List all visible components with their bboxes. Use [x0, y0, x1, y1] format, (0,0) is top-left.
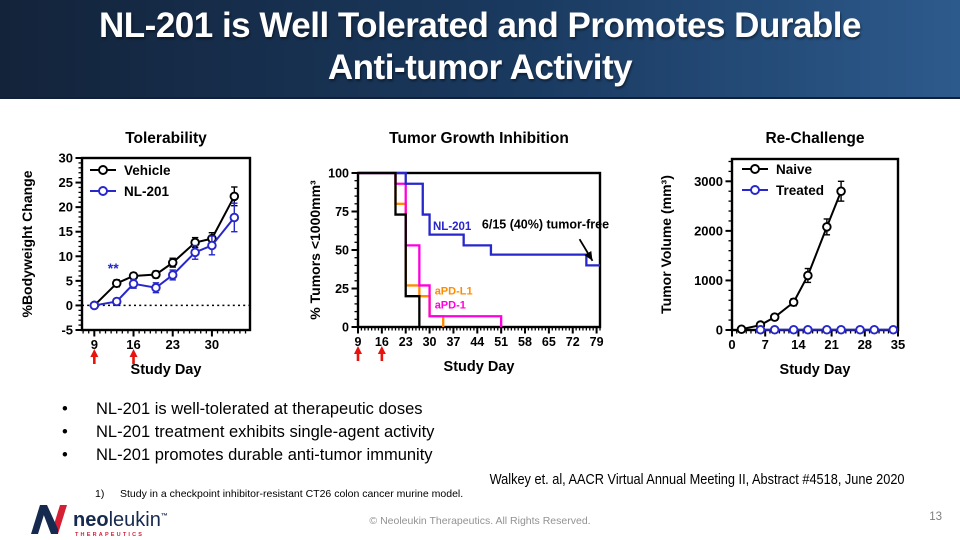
- svg-text:Re-Challenge: Re-Challenge: [765, 130, 864, 147]
- svg-text:%Bodyweight Change: %Bodyweight Change: [19, 170, 35, 317]
- svg-text:28: 28: [858, 337, 872, 352]
- svg-text:0: 0: [342, 321, 349, 335]
- svg-text:25: 25: [59, 175, 73, 190]
- bullet-marker: •: [62, 423, 68, 441]
- svg-text:7: 7: [762, 337, 769, 352]
- svg-text:9: 9: [91, 337, 98, 352]
- svg-text:72: 72: [566, 335, 580, 349]
- svg-text:0: 0: [66, 298, 73, 313]
- bullet-list: • NL-201 is well-tolerated at therapeuti…: [60, 398, 620, 467]
- svg-text:58: 58: [518, 335, 532, 349]
- svg-text:aPD-L1: aPD-L1: [435, 286, 473, 298]
- tumor-growth-inhibition-chart: Tumor Growth Inhibition 9 16 23 30 37 44 51 58 65…: [307, 130, 609, 375]
- logo-brand-bold: neoleukin™: [73, 509, 168, 531]
- svg-text:30: 30: [423, 335, 437, 349]
- bullet-item: • NL-201 is well-tolerated at therapeuti…: [60, 398, 620, 421]
- svg-text:21: 21: [824, 337, 838, 352]
- svg-text:30: 30: [59, 151, 73, 166]
- svg-text:Study Day: Study Day: [780, 362, 851, 378]
- svg-text:10: 10: [59, 249, 73, 264]
- svg-text:1000: 1000: [694, 273, 723, 288]
- svg-text:37: 37: [446, 335, 460, 349]
- svg-text:20: 20: [59, 200, 73, 215]
- bullet-marker: •: [62, 400, 68, 418]
- svg-text:Vehicle: Vehicle: [124, 163, 171, 178]
- tolerability-chart: Tolerability 9 16 23 30 -5 0 5 10 15 20 25 30 ** Vehic…: [19, 130, 252, 378]
- svg-text:Treated: Treated: [776, 183, 824, 198]
- bullet-text: NL-201 is well-tolerated at therapeutic …: [96, 400, 423, 418]
- svg-text:9: 9: [355, 335, 362, 349]
- title-bar: NL-201 is Well Tolerated and Promotes Du…: [0, 0, 960, 99]
- svg-text:Tumor Growth Inhibition: Tumor Growth Inhibition: [389, 130, 569, 147]
- svg-text:23: 23: [165, 337, 179, 352]
- svg-text:30: 30: [205, 337, 219, 352]
- svg-text:NL-201: NL-201: [124, 184, 170, 199]
- svg-text:44: 44: [470, 335, 484, 349]
- svg-text:14: 14: [791, 337, 806, 352]
- bullet-text: NL-201 treatment exhibits single-agent a…: [96, 423, 435, 441]
- svg-text:2000: 2000: [694, 223, 723, 238]
- footnote-text: Study in a checkpoint inhibitor-resistan…: [120, 488, 464, 500]
- footnote-number: 1): [95, 488, 105, 500]
- svg-text:-5: -5: [61, 323, 73, 338]
- logo-n-icon: [40, 505, 58, 534]
- svg-text:65: 65: [542, 335, 556, 349]
- svg-text:0: 0: [728, 337, 735, 352]
- slide-title-line2: Anti-tumor Activity: [327, 48, 633, 87]
- svg-text:25: 25: [335, 282, 349, 296]
- svg-text:Tolerability: Tolerability: [125, 130, 207, 147]
- svg-text:16: 16: [126, 337, 140, 352]
- bullet-text: NL-201 promotes durable anti-tumor immun…: [96, 446, 433, 464]
- slide-title: NL-201 is Well Tolerated and Promotes Du…: [0, 0, 960, 89]
- svg-text:5: 5: [66, 273, 73, 288]
- svg-text:50: 50: [335, 244, 349, 258]
- svg-text:Study Day: Study Day: [444, 359, 515, 375]
- svg-text:6/15 (40%) tumor-free: 6/15 (40%) tumor-free: [482, 217, 609, 231]
- svg-text:75: 75: [335, 205, 349, 219]
- svg-text:100: 100: [328, 167, 349, 181]
- svg-text:16: 16: [375, 335, 389, 349]
- svg-text:51: 51: [494, 335, 508, 349]
- svg-text:23: 23: [399, 335, 413, 349]
- svg-text:% Tumors <1000mm³: % Tumors <1000mm³: [307, 180, 323, 320]
- svg-text:Study Day: Study Day: [131, 362, 202, 378]
- bullet-item: • NL-201 promotes durable anti-tumor imm…: [60, 444, 620, 467]
- copyright-text: © Neoleukin Therapeutics. All Rights Res…: [369, 515, 591, 527]
- svg-text:79: 79: [590, 335, 604, 349]
- page-number: 13: [929, 511, 942, 523]
- neoleukin-logo-graphic: neoleukin™ THERAPEUTICS: [31, 505, 168, 538]
- re-challenge-chart: Re-Challenge 0 7 14 21 28 35 0 1000 2000 3000 Naive…: [658, 130, 905, 378]
- svg-text:**: **: [108, 260, 119, 276]
- logo-subtext: THERAPEUTICS: [75, 532, 144, 538]
- svg-text:aPD-1: aPD-1: [435, 300, 466, 312]
- neoleukin-logo: neoleukin™ THERAPEUTICS: [28, 502, 178, 540]
- svg-text:15: 15: [59, 224, 73, 239]
- svg-text:Tumor Volume (mm³): Tumor Volume (mm³): [658, 175, 674, 314]
- svg-text:Naive: Naive: [776, 162, 813, 177]
- bullet-item: • NL-201 treatment exhibits single-agent…: [60, 421, 620, 444]
- svg-text:3000: 3000: [694, 174, 723, 189]
- slide-title-line1: NL-201 is Well Tolerated and Promotes Du…: [99, 6, 861, 45]
- svg-text:0: 0: [716, 323, 723, 338]
- bullet-marker: •: [62, 446, 68, 464]
- footnote: 1) Study in a checkpoint inhibitor-resis…: [95, 488, 463, 500]
- svg-text:NL-201: NL-201: [433, 221, 472, 233]
- svg-text:35: 35: [891, 337, 905, 352]
- citation-text: Walkey et. al, AACR Virtual Annual Meeti…: [490, 472, 905, 488]
